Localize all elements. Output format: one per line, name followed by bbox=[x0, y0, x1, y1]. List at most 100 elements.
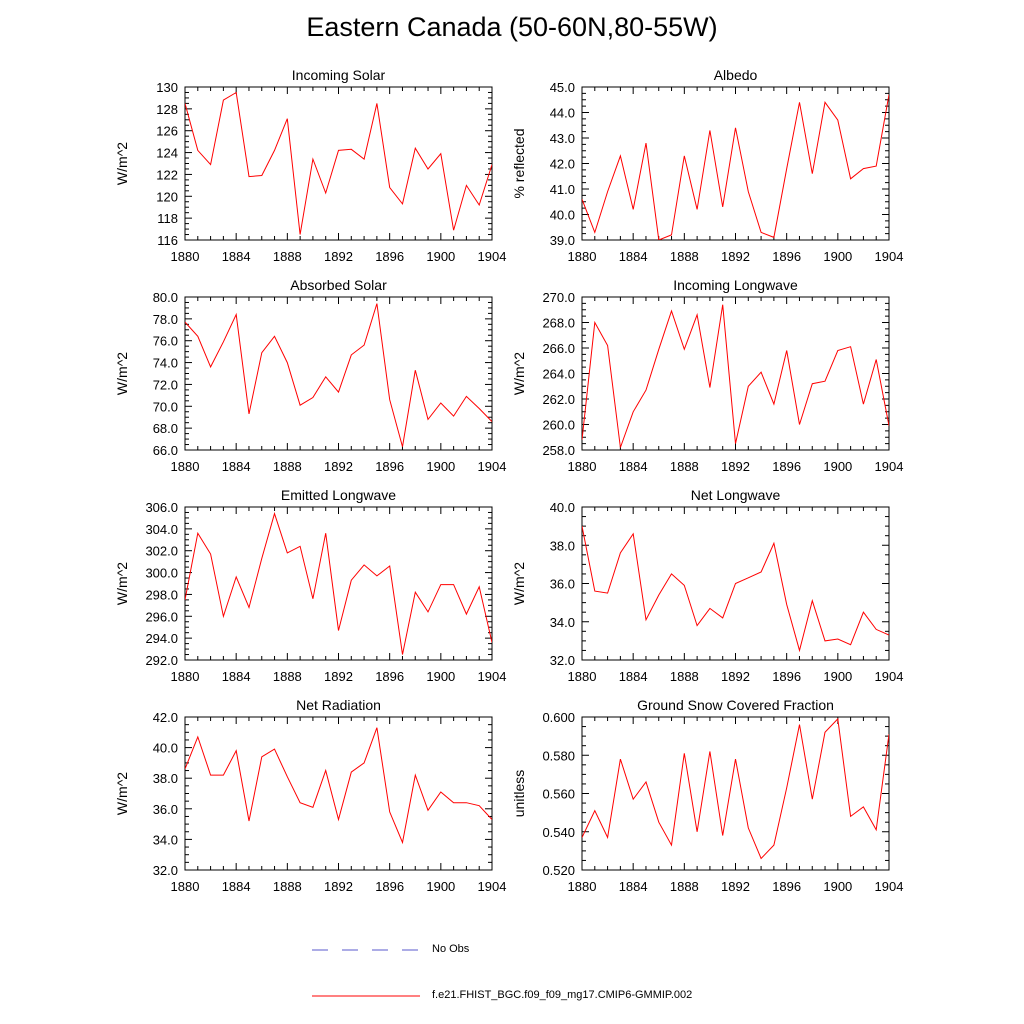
y-tick-label: 34.0 bbox=[550, 615, 575, 630]
series-line bbox=[582, 94, 889, 240]
y-tick-label: 39.0 bbox=[550, 233, 575, 248]
y-tick-label: 43.0 bbox=[550, 131, 575, 146]
y-axis-label: % reflected bbox=[511, 128, 527, 198]
y-tick-label: 298.0 bbox=[145, 587, 178, 602]
plot-frame bbox=[581, 716, 890, 871]
series-line bbox=[185, 303, 492, 447]
y-tick-label: 40.0 bbox=[153, 741, 178, 756]
y-tick-label: 266.0 bbox=[542, 341, 575, 356]
y-tick-label: 130 bbox=[156, 80, 178, 95]
x-tick-label: 1892 bbox=[324, 879, 353, 894]
y-tick-label: 268.0 bbox=[542, 316, 575, 331]
y-tick-label: 260.0 bbox=[542, 418, 575, 433]
x-tick-label: 1900 bbox=[823, 879, 852, 894]
y-tick-label: 122 bbox=[156, 167, 178, 182]
x-tick-label: 1900 bbox=[426, 669, 455, 684]
x-tick-label: 1904 bbox=[875, 249, 904, 264]
y-tick-label: 38.0 bbox=[153, 771, 178, 786]
y-tick-label: 292.0 bbox=[145, 653, 178, 668]
y-tick-label: 40.0 bbox=[550, 500, 575, 515]
y-tick-label: 304.0 bbox=[145, 522, 178, 537]
panel-ground-snow-covered-fraction: 1880 1884 1888 1892 1896 1900 1904 0.520 0.540 0.… bbox=[511, 697, 903, 894]
x-tick-label: 1900 bbox=[823, 249, 852, 264]
x-tick-label: 1884 bbox=[619, 669, 648, 684]
x-tick-label: 1896 bbox=[375, 669, 404, 684]
y-tick-label: 68.0 bbox=[153, 421, 178, 436]
plot-frame bbox=[184, 716, 493, 871]
y-axis-label: W/m^2 bbox=[114, 142, 130, 185]
y-tick-label: 80.0 bbox=[153, 290, 178, 305]
y-tick-label: 118 bbox=[157, 211, 178, 226]
x-tick-label: 1896 bbox=[772, 669, 801, 684]
panel-title: Ground Snow Covered Fraction bbox=[637, 697, 834, 713]
y-tick-label: 302.0 bbox=[145, 544, 178, 559]
x-tick-label: 1888 bbox=[273, 879, 302, 894]
x-tick-label: 1896 bbox=[772, 249, 801, 264]
y-tick-label: 74.0 bbox=[153, 356, 178, 371]
panel-net-radiation: 1880 1884 1888 1892 1896 1900 1904 32.0 34.0 36.0… bbox=[114, 697, 506, 894]
y-tick-label: 126 bbox=[156, 124, 178, 139]
y-tick-label: 36.0 bbox=[153, 802, 178, 817]
panel-net-longwave: 1880 1884 1888 1892 1896 1900 1904 32.0 34.0 36.0… bbox=[511, 487, 903, 684]
x-tick-label: 1880 bbox=[568, 669, 597, 684]
y-tick-label: 300.0 bbox=[145, 566, 178, 581]
x-tick-label: 1888 bbox=[273, 459, 302, 474]
x-tick-label: 1892 bbox=[721, 249, 750, 264]
panel-title: Absorbed Solar bbox=[290, 277, 387, 293]
y-axis-label: unitless bbox=[511, 770, 527, 817]
x-tick-label: 1900 bbox=[823, 669, 852, 684]
y-tick-label: 36.0 bbox=[550, 577, 575, 592]
series-line bbox=[185, 727, 492, 845]
x-tick-label: 1892 bbox=[324, 249, 353, 264]
panel-title: Emitted Longwave bbox=[281, 487, 396, 503]
x-tick-label: 1880 bbox=[171, 249, 200, 264]
x-tick-label: 1888 bbox=[670, 249, 699, 264]
x-tick-label: 1892 bbox=[721, 459, 750, 474]
x-tick-label: 1880 bbox=[171, 459, 200, 474]
panel-title: Incoming Longwave bbox=[673, 277, 798, 293]
y-tick-label: 42.0 bbox=[550, 157, 575, 172]
panel-incoming-longwave: 1880 1884 1888 1892 1896 1900 1904 258.0 260.0 26… bbox=[511, 277, 903, 474]
x-tick-label: 1896 bbox=[375, 459, 404, 474]
y-tick-label: 270.0 bbox=[542, 290, 575, 305]
x-tick-label: 1888 bbox=[670, 669, 699, 684]
x-tick-label: 1904 bbox=[875, 459, 904, 474]
x-tick-label: 1900 bbox=[823, 459, 852, 474]
x-tick-label: 1904 bbox=[478, 669, 507, 684]
y-tick-label: 70.0 bbox=[153, 399, 178, 414]
x-tick-label: 1880 bbox=[171, 879, 200, 894]
y-tick-label: 42.0 bbox=[153, 710, 178, 725]
x-tick-label: 1904 bbox=[875, 669, 904, 684]
x-tick-label: 1888 bbox=[273, 669, 302, 684]
plot-frame bbox=[184, 86, 493, 241]
x-tick-label: 1896 bbox=[772, 879, 801, 894]
x-tick-label: 1896 bbox=[772, 459, 801, 474]
series-line bbox=[582, 717, 889, 860]
legend-label-model: f.e21.FHIST_BGC.f09_f09_mg17.CMIP6-GMMIP… bbox=[432, 989, 693, 1001]
plot-frame bbox=[581, 86, 890, 241]
y-tick-label: 76.0 bbox=[153, 334, 178, 349]
y-tick-label: 262.0 bbox=[542, 392, 575, 407]
y-tick-label: 0.520 bbox=[542, 863, 575, 878]
y-axis-label: W/m^2 bbox=[114, 772, 130, 815]
y-tick-label: 264.0 bbox=[542, 367, 575, 382]
series-line bbox=[582, 526, 889, 653]
plot-frame bbox=[184, 296, 493, 451]
y-axis-label: W/m^2 bbox=[511, 562, 527, 605]
y-tick-label: 38.0 bbox=[550, 538, 575, 553]
y-tick-label: 0.600 bbox=[542, 710, 575, 725]
x-tick-label: 1888 bbox=[670, 879, 699, 894]
x-tick-label: 1904 bbox=[478, 249, 507, 264]
y-tick-label: 306.0 bbox=[145, 500, 178, 515]
y-tick-label: 120 bbox=[156, 189, 178, 204]
x-tick-label: 1892 bbox=[721, 669, 750, 684]
y-tick-label: 294.0 bbox=[145, 631, 178, 646]
x-tick-label: 1892 bbox=[324, 459, 353, 474]
y-tick-label: 0.580 bbox=[542, 748, 575, 763]
x-tick-label: 1880 bbox=[568, 459, 597, 474]
legend-label-no-obs: No Obs bbox=[432, 943, 470, 955]
y-tick-label: 78.0 bbox=[153, 312, 178, 327]
x-tick-label: 1884 bbox=[222, 669, 251, 684]
